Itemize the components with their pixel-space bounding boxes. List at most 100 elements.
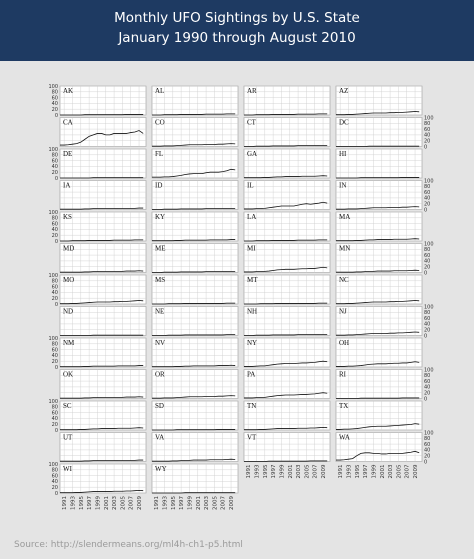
x-tick-label: 1993 [346, 464, 352, 478]
series-line [244, 302, 328, 305]
panel-label: OH [339, 339, 349, 347]
y-tick-label: 0 [424, 144, 427, 150]
series-line [244, 113, 328, 116]
panel-label: NH [247, 308, 257, 316]
panel [151, 85, 239, 116]
panel-label: TX [339, 402, 348, 410]
panel [59, 243, 147, 273]
panel-label: CA [63, 119, 73, 127]
series-line [152, 239, 236, 242]
series-line [336, 423, 420, 430]
y-tick-label: 60 [52, 95, 58, 101]
series-line [60, 489, 144, 494]
y-tick-label: 80 [52, 468, 58, 474]
panel-label: MO [63, 276, 74, 284]
y-tick-label: 80 [52, 153, 58, 159]
y-tick-label: 40 [424, 259, 430, 265]
panel [335, 306, 423, 336]
y-tick-label: 20 [424, 454, 430, 460]
panel-label: WY [155, 465, 167, 473]
panel [59, 211, 147, 242]
panel-label: WI [63, 465, 73, 473]
series-line [244, 360, 328, 367]
y-tick-label: 40 [52, 479, 58, 485]
series-line [152, 334, 236, 336]
panel [243, 369, 331, 399]
panel-label: WA [339, 434, 350, 442]
panel-label: NV [155, 339, 165, 347]
panel [243, 274, 331, 305]
y-tick-label: 20 [424, 391, 430, 397]
panel [335, 337, 423, 368]
x-tick-label: 2003 [296, 464, 302, 478]
panel [59, 148, 147, 179]
panel-label: LA [247, 213, 256, 221]
y-tick-label: 40 [424, 196, 430, 202]
panel-label: DE [63, 150, 72, 158]
y-tick-label: 40 [52, 101, 58, 107]
x-tick-label: 1995 [171, 496, 177, 510]
panel-label: MN [339, 245, 350, 253]
y-tick-label: 60 [424, 379, 430, 385]
series-line [152, 143, 236, 147]
y-tick-label: 20 [52, 422, 58, 428]
series-line [244, 266, 328, 273]
x-tick-label: 2009 [321, 464, 327, 478]
y-tick-label: 0 [55, 239, 58, 245]
panel [335, 243, 423, 273]
panel [59, 306, 147, 336]
series-line [244, 333, 328, 336]
panel-label: ME [155, 245, 166, 253]
panel-label: SC [63, 402, 72, 410]
panel-label: ND [63, 308, 73, 316]
y-tick-label: 100 [424, 178, 434, 184]
panel-label: AZ [339, 87, 348, 95]
y-tick-label: 20 [52, 359, 58, 365]
series-line [336, 361, 420, 367]
panel-label: OK [63, 371, 73, 379]
y-tick-label: 100 [48, 147, 58, 153]
x-tick-label: 2003 [388, 464, 394, 478]
series-line [336, 397, 420, 399]
panel-label: AR [247, 87, 257, 95]
panel [151, 274, 239, 305]
series-line [60, 459, 144, 462]
panel-label: NE [155, 308, 164, 316]
x-tick-label: 2007 [313, 464, 319, 478]
panel [335, 180, 423, 210]
x-tick-label: 1991 [246, 465, 252, 479]
y-tick-label: 100 [424, 115, 434, 121]
panel [59, 180, 147, 210]
y-tick-label: 60 [424, 190, 430, 196]
y-tick-label: 0 [55, 428, 58, 434]
series-line [336, 206, 420, 210]
series-line [336, 331, 420, 336]
panel-label: RI [339, 371, 347, 379]
x-tick-label: 1993 [254, 464, 260, 478]
series-line [244, 460, 328, 462]
x-tick-label: 1999 [279, 464, 285, 478]
x-tick-label: 2005 [120, 496, 126, 510]
y-tick-label: 60 [52, 347, 58, 353]
y-tick-label: 100 [48, 273, 58, 279]
panel-label: HI [339, 150, 347, 158]
x-tick-label: 2001 [104, 496, 110, 510]
panel-label: VT [247, 434, 257, 442]
panel-label: KS [63, 213, 72, 221]
y-tick-label: 0 [55, 176, 58, 182]
y-tick-label: 80 [424, 436, 430, 442]
panel-label: PA [247, 371, 255, 379]
panel [59, 432, 147, 462]
series-line [152, 458, 236, 462]
panel-label: AK [63, 87, 73, 95]
y-tick-label: 100 [424, 367, 434, 373]
series-line [244, 392, 328, 399]
y-tick-label: 80 [52, 342, 58, 348]
series-line [60, 207, 144, 210]
series-line [336, 238, 420, 242]
panel [151, 211, 239, 242]
y-tick-label: 40 [52, 353, 58, 359]
series-line [60, 270, 144, 273]
y-tick-label: 20 [52, 296, 58, 302]
series-line [60, 239, 144, 242]
